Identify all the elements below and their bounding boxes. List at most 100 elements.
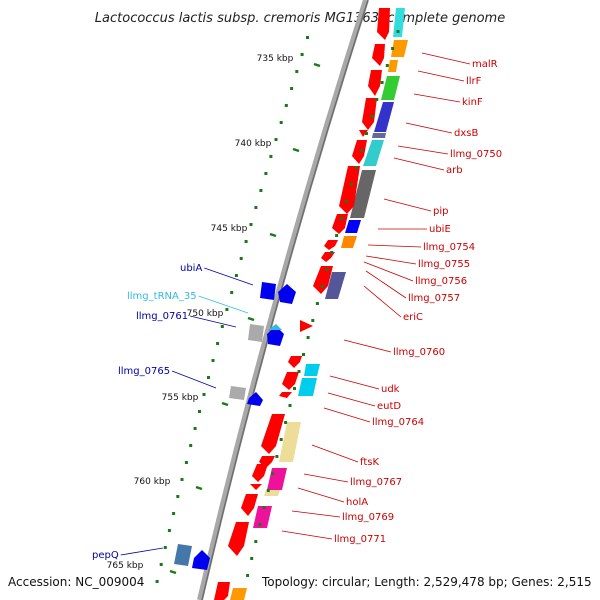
gene-arrow [377, 8, 390, 40]
gene-arrow [321, 252, 335, 262]
gene-feature [350, 170, 376, 218]
track-tick [311, 319, 315, 322]
gene-arrow [372, 44, 385, 66]
track-tick [259, 189, 263, 192]
gene-label: llrF [466, 76, 482, 87]
leader-line [329, 375, 380, 390]
leader-line [383, 198, 432, 212]
leader-line [393, 157, 445, 171]
leader-line [405, 122, 453, 134]
gene-label: ubiE [429, 224, 451, 235]
track-tick [230, 291, 234, 294]
gene-label: llmg_0765 [118, 366, 170, 377]
leader-line [303, 473, 349, 483]
gene-arrow [352, 140, 367, 164]
gene-arrow [267, 326, 284, 346]
track-tick [297, 370, 301, 373]
gene-feature [229, 386, 246, 400]
track-tick [359, 149, 363, 152]
gene-arrow [247, 392, 263, 406]
leader-line [190, 315, 237, 328]
gene-label: pip [433, 206, 448, 217]
track-tick [349, 183, 353, 186]
scale-tick-label: 750 kbp [187, 309, 224, 319]
scale-tick-mark [269, 232, 277, 238]
gene-label: llmg_0757 [408, 293, 460, 304]
gene-arrow [324, 240, 338, 250]
scale-tick-mark [247, 316, 255, 322]
gene-feature [248, 324, 264, 342]
accession-text: Accession: NC_009004 [8, 575, 144, 589]
track-tick [207, 376, 210, 379]
gene-arrow [250, 484, 262, 490]
track-tick [365, 132, 368, 135]
leader-line [327, 392, 376, 407]
track-tick [375, 98, 379, 101]
gene-arrow [359, 130, 368, 137]
track-tick [391, 47, 395, 50]
scale-tick-label: 765 kbp [107, 561, 144, 571]
gene-feature [253, 506, 272, 528]
tick-marks [155, 30, 400, 583]
gene-feature [391, 40, 408, 57]
track-tick [254, 540, 258, 543]
track-tick [220, 325, 224, 328]
gene-feature [267, 468, 287, 490]
track-tick [234, 274, 238, 277]
track-tick [274, 138, 278, 141]
track-tick [250, 557, 254, 560]
track-tick [290, 87, 294, 90]
gene-feature [264, 490, 280, 496]
gene-label: llmg_0769 [342, 512, 394, 523]
track-tick [370, 115, 374, 118]
leader-line [397, 145, 449, 155]
gene-label: llmg_0750 [450, 149, 502, 160]
track-tick [246, 574, 250, 577]
left-gene-labels: ubiA llmg_tRNA_35 llmg_0761 llmg_0765 pepQ [92, 263, 254, 561]
track-tick [300, 53, 304, 56]
track-tick [216, 342, 220, 345]
gene-label: llmg_0761 [136, 311, 188, 322]
track-tick [284, 421, 288, 424]
track-tick [279, 121, 283, 124]
scale-ticks: 735 kbp 740 kbp 745 kbp 750 kbp 755 kbp 760 k… [107, 54, 321, 575]
gene-label: llmg_0771 [334, 534, 386, 545]
leader-line [367, 244, 422, 248]
summary-text: Topology: circular; Length: 2,529,478 bp… [261, 575, 592, 589]
track-tick [306, 336, 310, 339]
track-tick [354, 166, 358, 169]
scale-tick-mark [195, 485, 203, 491]
gene-arrow [279, 392, 292, 398]
track-tick [340, 217, 343, 220]
gene-label: llmg_0756 [415, 276, 467, 287]
trna-feature [268, 324, 282, 330]
gene-feature [388, 60, 398, 72]
gene-feature [345, 220, 361, 233]
leader-line [421, 52, 471, 65]
gene-feature [298, 378, 317, 396]
gene-feature [304, 364, 320, 376]
gene-arrow [261, 414, 285, 454]
map-title: Lactococcus lactis subsp. cremoris MG136… [95, 11, 505, 26]
gene-feature [174, 544, 192, 566]
gene-arrow [339, 166, 360, 214]
track-tick [380, 81, 384, 84]
track-tick [254, 206, 258, 209]
gene-arrow [282, 372, 299, 390]
track-tick [189, 444, 193, 447]
gene-feature [325, 272, 346, 299]
track-tick [269, 155, 273, 158]
leader-line [171, 370, 217, 389]
track-tick [202, 393, 206, 396]
gene-feature [374, 102, 394, 132]
track-tick [335, 234, 339, 237]
genome-backbone [197, 0, 369, 600]
leader-line [311, 444, 359, 463]
gene-feature [341, 236, 357, 248]
track-tick [258, 523, 262, 526]
track-tick [163, 546, 167, 549]
track-tick [180, 478, 184, 481]
track-tick [167, 529, 171, 532]
track-tick [211, 359, 215, 362]
gene-label: llmg_0764 [372, 417, 424, 428]
